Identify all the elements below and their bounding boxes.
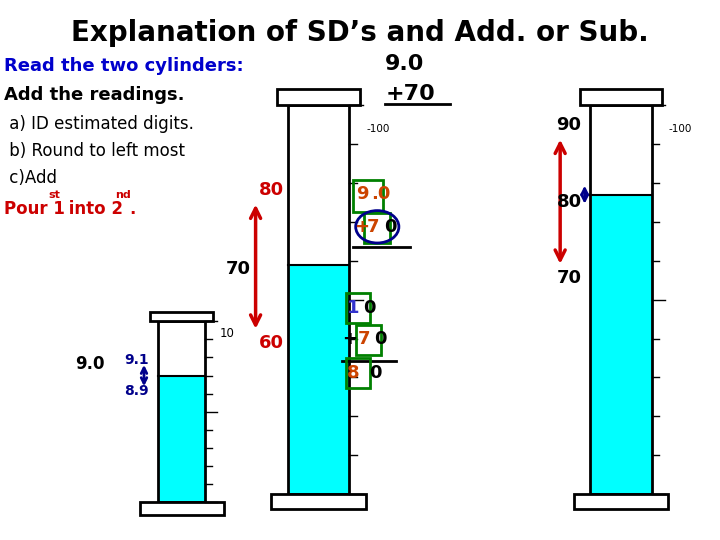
Text: Read the two cylinders:: Read the two cylinders: [4, 57, 243, 75]
Text: b) Round to left most: b) Round to left most [4, 142, 184, 160]
Text: 0: 0 [374, 330, 387, 348]
Text: -100: -100 [366, 124, 390, 133]
Text: 0: 0 [364, 299, 376, 317]
Text: 80: 80 [557, 193, 582, 211]
Bar [574, 494, 668, 509]
Text: 0: 0 [384, 218, 396, 236]
Text: 1: 1 [347, 299, 359, 317]
Text: 9.1: 9.1 [125, 354, 149, 367]
Text: 9: 9 [356, 185, 368, 204]
Text: .0: .0 [371, 185, 390, 204]
Text: st: st [48, 190, 60, 200]
Text: nd: nd [115, 190, 131, 200]
Text: 9.0: 9.0 [76, 355, 104, 373]
Text: 90: 90 [557, 116, 582, 134]
Bar [288, 105, 349, 494]
Text: 8.9: 8.9 [125, 384, 149, 397]
Text: -100: -100 [669, 124, 692, 133]
Text: c)Add: c)Add [4, 169, 57, 187]
Text: +70: +70 [385, 84, 435, 104]
Text: 60: 60 [259, 334, 284, 352]
Bar [288, 265, 349, 494]
Bar [590, 105, 652, 494]
Text: +: + [342, 330, 357, 348]
Bar [590, 195, 652, 494]
Bar [580, 89, 662, 105]
Bar [158, 376, 205, 502]
Bar [150, 312, 213, 321]
Text: .: . [130, 200, 136, 218]
Text: 9.0: 9.0 [385, 54, 425, 74]
Bar [271, 494, 366, 509]
Text: Add the readings.: Add the readings. [4, 86, 184, 104]
Bar [158, 321, 205, 502]
Bar [140, 502, 224, 515]
Text: 70: 70 [557, 269, 582, 287]
Text: 7: 7 [358, 330, 370, 348]
Text: 70: 70 [225, 260, 251, 278]
Text: 10: 10 [220, 327, 234, 340]
Text: Pour 1: Pour 1 [4, 200, 65, 218]
Text: a) ID estimated digits.: a) ID estimated digits. [4, 115, 194, 133]
Text: 0: 0 [369, 363, 382, 382]
Text: 80: 80 [259, 181, 284, 199]
Text: 8: 8 [347, 363, 360, 382]
Text: Explanation of SD’s and Add. or Sub.: Explanation of SD’s and Add. or Sub. [71, 19, 649, 47]
Bar [277, 89, 360, 105]
Text: 7: 7 [367, 218, 379, 236]
Text: +: + [354, 218, 369, 236]
Text: into 2: into 2 [63, 200, 122, 218]
